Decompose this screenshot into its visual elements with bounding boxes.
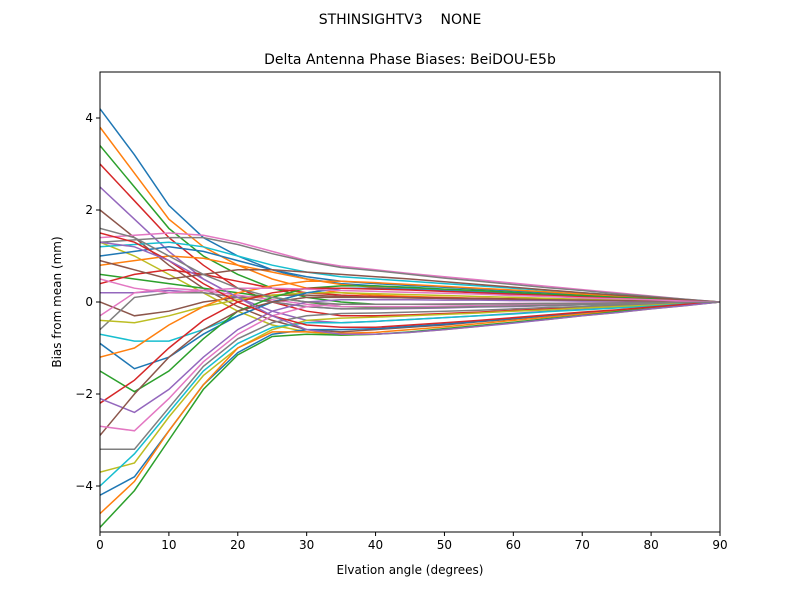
- series-line-25: [100, 298, 720, 414]
- x-tick-label: 0: [96, 538, 104, 552]
- series-line-7: [100, 232, 720, 303]
- series-line-34: [100, 232, 720, 329]
- x-tick-label: 50: [437, 538, 452, 552]
- x-axis: 0 10 20 30 40 50 60 70 80 90: [96, 532, 728, 552]
- series-line-35: [100, 241, 720, 335]
- y-axis: −4 −2 0 2 4: [75, 111, 100, 493]
- x-tick-label: 20: [230, 538, 245, 552]
- x-tick-label: 90: [712, 538, 727, 552]
- series-line-23: [100, 285, 720, 393]
- x-tick-label: 80: [643, 538, 658, 552]
- chart-title: Delta Antenna Phase Biases: BeiDOU-E5b: [264, 52, 556, 68]
- y-tick-label: 2: [85, 203, 93, 217]
- series-line-38: [100, 227, 720, 306]
- series-line-29: [100, 301, 720, 473]
- x-axis-label: Elvation angle (degrees): [337, 563, 484, 577]
- x-tick-label: 70: [575, 538, 590, 552]
- figure-suptitle: STHINSIGHTV3 NONE: [319, 12, 482, 28]
- x-tick-label: 60: [506, 538, 521, 552]
- series-line-8: [100, 236, 720, 303]
- series-line-37: [100, 278, 720, 303]
- series-line-22: [100, 280, 720, 358]
- y-tick-label: −4: [75, 479, 93, 493]
- x-tick-label: 30: [299, 538, 314, 552]
- series-group: [100, 108, 720, 528]
- y-tick-label: −2: [75, 387, 93, 401]
- series-line-26: [100, 296, 720, 436]
- series-line-18: [100, 292, 720, 331]
- plot-frame: [99, 71, 721, 533]
- x-tick-label: 10: [161, 538, 176, 552]
- x-tick-label: 40: [368, 538, 383, 552]
- series-line-30: [100, 301, 720, 487]
- y-tick-label: 0: [85, 295, 93, 309]
- y-tick-label: 4: [85, 111, 93, 125]
- series-line-33: [100, 301, 720, 528]
- y-axis-label: Bias from mean (mm): [50, 236, 64, 367]
- series-line-28: [100, 301, 720, 450]
